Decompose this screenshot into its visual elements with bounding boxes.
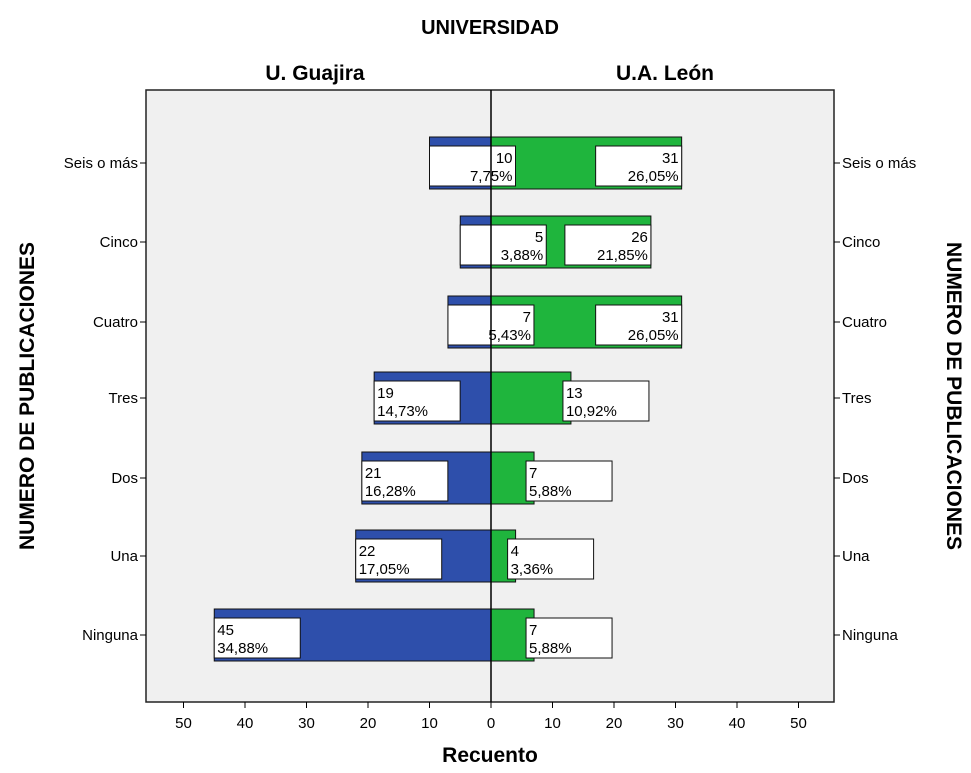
bar-ua-leon-tres bbox=[490, 371, 572, 425]
x-tick-label-1: 40 bbox=[237, 715, 254, 732]
data-label-value-u-guajira-dos: 21 bbox=[365, 465, 382, 482]
x-tick-label-6: 10 bbox=[544, 715, 561, 732]
data-label-percent-ua-leon-ninguna: 5,88% bbox=[529, 640, 572, 657]
series-label-ua-leon: U.A. León bbox=[616, 62, 714, 85]
y-tick-label-right-ninguna: Ninguna bbox=[842, 627, 899, 644]
y-tick-label-right-tres: Tres bbox=[842, 390, 871, 407]
x-tick-label-5: 0 bbox=[487, 715, 495, 732]
data-label-value-ua-leon-seis-o-mas: 31 bbox=[662, 150, 679, 167]
y-tick-label-left-una: Una bbox=[110, 548, 138, 565]
data-label-percent-u-guajira-ninguna: 34,88% bbox=[217, 640, 268, 657]
data-label-box-ua-leon-cinco bbox=[564, 224, 652, 266]
y-tick-label-left-tres: Tres bbox=[109, 390, 138, 407]
data-label-value-ua-leon-cinco: 26 bbox=[631, 229, 648, 246]
data-label-box-u-guajira-seis-o-mas bbox=[429, 145, 516, 187]
data-label-percent-ua-leon-cuatro: 26,05% bbox=[628, 327, 679, 344]
y-tick-label-left-cinco: Cinco bbox=[100, 234, 138, 251]
data-label-value-ua-leon-tres: 13 bbox=[566, 385, 583, 402]
x-tick-label-9: 40 bbox=[729, 715, 746, 732]
data-label-percent-u-guajira-cinco: 3,88% bbox=[501, 247, 544, 264]
data-label-percent-u-guajira-cuatro: 5,43% bbox=[488, 327, 531, 344]
y-tick-label-left-ninguna: Ninguna bbox=[82, 627, 139, 644]
data-label-percent-u-guajira-dos: 16,28% bbox=[365, 483, 416, 500]
y-tick-label-left-dos: Dos bbox=[111, 470, 138, 487]
x-tick-label-3: 20 bbox=[360, 715, 377, 732]
x-tick-label-10: 50 bbox=[790, 715, 807, 732]
y-tick-label-left-cuatro: Cuatro bbox=[93, 314, 138, 331]
x-tick-label-4: 10 bbox=[421, 715, 438, 732]
data-label-value-ua-leon-dos: 7 bbox=[529, 465, 537, 482]
y-axis-label-right: NUMERO DE PUBLICACIONES bbox=[942, 242, 965, 550]
data-label-value-ua-leon-ninguna: 7 bbox=[529, 622, 537, 639]
data-label-percent-u-guajira-una: 17,05% bbox=[359, 561, 410, 578]
data-label-percent-ua-leon-una: 3,36% bbox=[511, 561, 554, 578]
x-tick-label-0: 50 bbox=[175, 715, 192, 732]
data-label-box-u-guajira-cinco bbox=[459, 224, 547, 266]
data-label-percent-ua-leon-cinco: 21,85% bbox=[597, 247, 648, 264]
y-tick-label-right-seis-o-mas: Seis o más bbox=[842, 155, 916, 172]
y-tick-label-right-una: Una bbox=[842, 548, 870, 565]
data-label-box-ua-leon-tres bbox=[562, 380, 650, 422]
data-label-value-u-guajira-cuatro: 7 bbox=[523, 309, 531, 326]
data-label-box-u-guajira-ninguna bbox=[213, 617, 301, 659]
data-label-value-u-guajira-una: 22 bbox=[359, 543, 376, 560]
data-label-box-u-guajira-dos bbox=[361, 460, 449, 502]
y-axis-label-left: NUMERO DE PUBLICACIONES bbox=[16, 242, 39, 550]
data-label-box-ua-leon-dos bbox=[525, 460, 613, 502]
data-label-value-u-guajira-seis-o-mas: 10 bbox=[496, 150, 513, 167]
data-label-value-u-guajira-cinco: 5 bbox=[535, 229, 543, 246]
data-label-value-ua-leon-una: 4 bbox=[511, 543, 519, 560]
data-label-box-ua-leon-seis-o-mas bbox=[595, 145, 683, 187]
data-label-box-ua-leon-ninguna bbox=[525, 617, 613, 659]
data-label-percent-ua-leon-tres: 10,92% bbox=[566, 403, 617, 420]
data-label-value-u-guajira-ninguna: 45 bbox=[217, 622, 234, 639]
y-tick-label-left-seis-o-mas: Seis o más bbox=[64, 155, 138, 172]
chart-title: UNIVERSIDAD bbox=[421, 17, 559, 39]
series-label-u-guajira: U. Guajira bbox=[265, 62, 365, 85]
data-label-value-u-guajira-tres: 19 bbox=[377, 385, 394, 402]
data-label-box-u-guajira-tres bbox=[373, 380, 461, 422]
x-tick-label-2: 30 bbox=[298, 715, 315, 732]
y-tick-label-right-dos: Dos bbox=[842, 470, 869, 487]
data-label-percent-ua-leon-seis-o-mas: 26,05% bbox=[628, 168, 679, 185]
x-tick-label-8: 30 bbox=[667, 715, 684, 732]
x-tick-label-7: 20 bbox=[606, 715, 623, 732]
data-label-box-ua-leon-cuatro bbox=[595, 304, 683, 346]
data-label-value-ua-leon-cuatro: 31 bbox=[662, 309, 679, 326]
x-axis-label: Recuento bbox=[442, 744, 538, 767]
data-label-percent-ua-leon-dos: 5,88% bbox=[529, 483, 572, 500]
data-label-box-u-guajira-una bbox=[355, 538, 443, 580]
y-tick-label-right-cinco: Cinco bbox=[842, 234, 880, 251]
y-tick-label-right-cuatro: Cuatro bbox=[842, 314, 887, 331]
data-label-percent-u-guajira-tres: 14,73% bbox=[377, 403, 428, 420]
data-label-box-ua-leon-una bbox=[507, 538, 595, 580]
